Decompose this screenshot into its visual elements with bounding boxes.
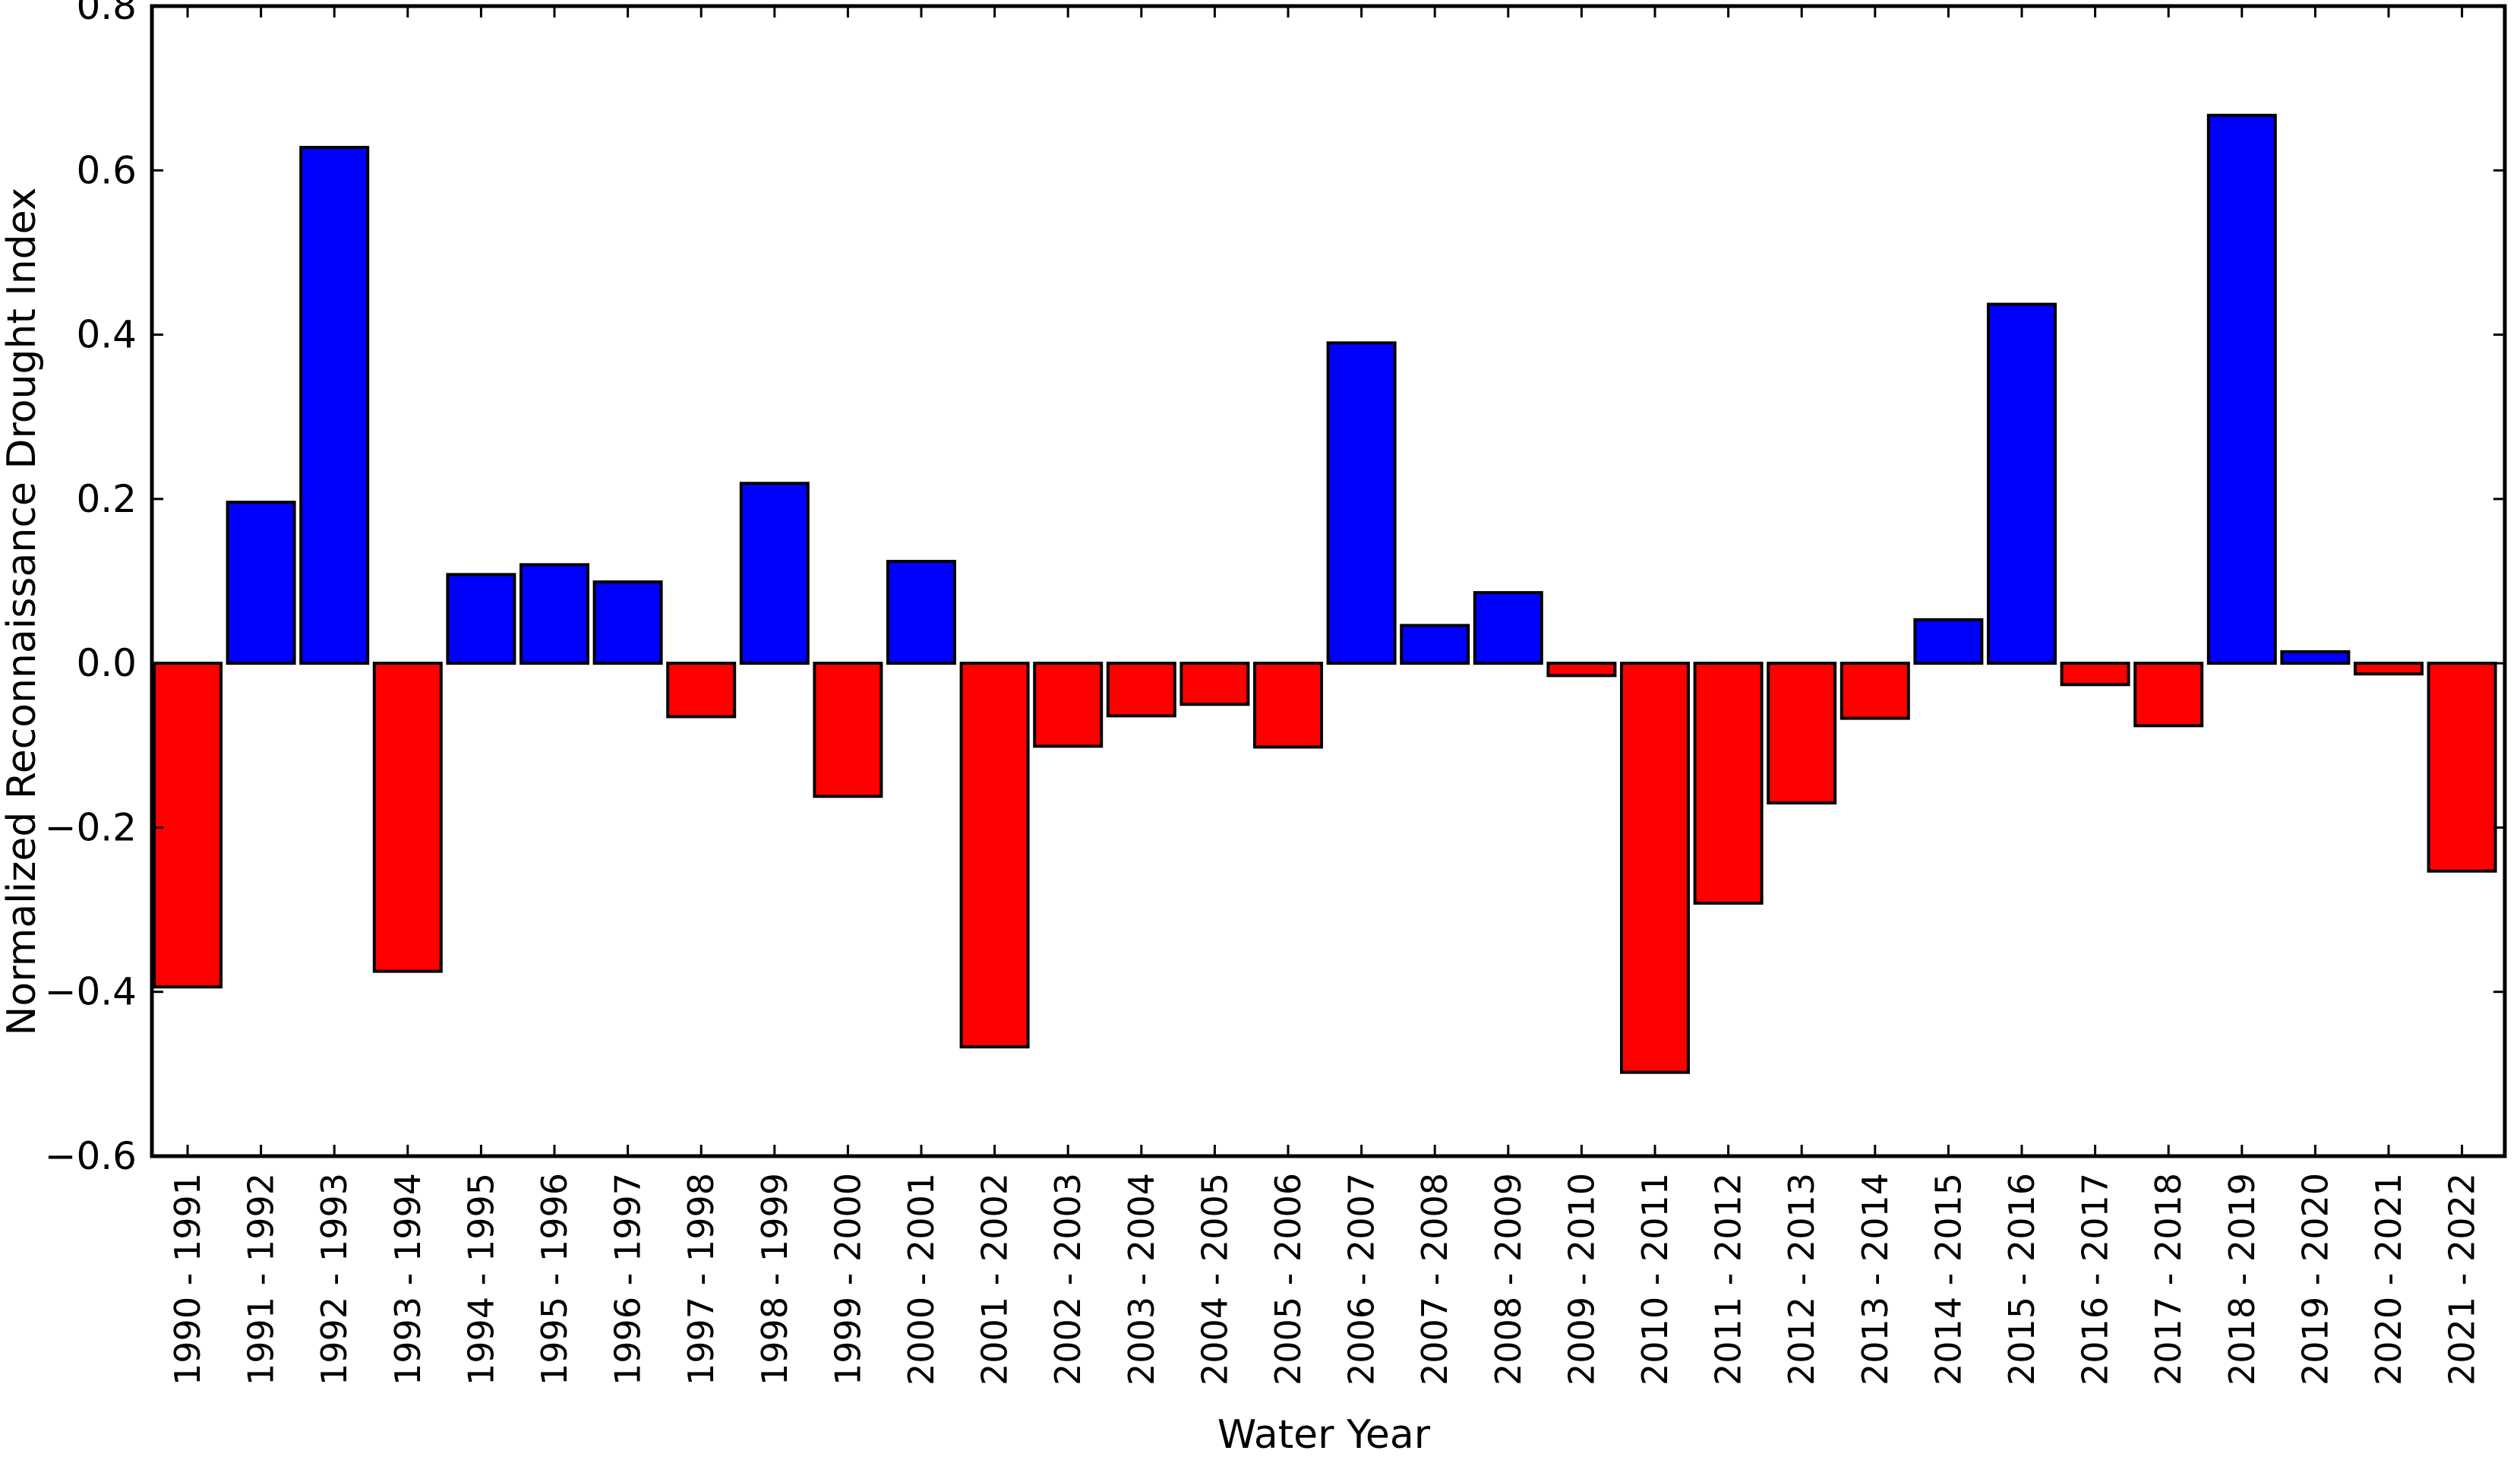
bar-2012-2013 (1767, 662, 1837, 804)
y-tick-label: 0.0 (76, 641, 137, 685)
bar-2016-2017 (2060, 662, 2130, 687)
y-tick-label: −0.2 (45, 805, 137, 849)
bar-2003-2004 (1106, 662, 1176, 718)
bar-1992-1993 (299, 146, 370, 665)
y-tick-label: 0.6 (76, 148, 137, 192)
x-tick-label: 2006 - 2007 (1341, 1173, 1382, 1386)
x-tick-label: 2009 - 2010 (1561, 1173, 1602, 1386)
plot-area-frame (150, 4, 2507, 1158)
y-tick-label: 0.2 (76, 477, 137, 521)
bar-2020-2021 (2354, 662, 2424, 676)
y-tick-label: −0.6 (45, 1134, 137, 1178)
bar-2010-2011 (1620, 662, 1690, 1074)
bar-1994-1995 (446, 573, 516, 665)
bar-2004-2005 (1179, 662, 1250, 706)
x-tick-label: 2016 - 2017 (2075, 1173, 2116, 1386)
x-tick-label: 1995 - 1996 (534, 1173, 575, 1386)
y-axis-ticks: 0.8 0.6 0.4 0.2 0.0 −0.2 −0.4 −0.6 (45, 0, 2505, 1178)
x-tick-label: 1991 - 1992 (241, 1173, 282, 1386)
bar-1993-1994 (372, 662, 443, 973)
x-tick-label: 2000 - 2001 (901, 1173, 942, 1386)
x-tick-label: 2002 - 2003 (1047, 1173, 1088, 1386)
y-tick-label: −0.4 (45, 970, 137, 1014)
x-tick-label: 1998 - 1999 (754, 1173, 795, 1386)
x-tick-label: 2015 - 2016 (2001, 1173, 2042, 1386)
bar-2006-2007 (1326, 341, 1397, 665)
bar-1995-1996 (519, 563, 589, 665)
bar-1991-1992 (226, 501, 296, 665)
x-tick-label: 1994 - 1995 (460, 1173, 501, 1386)
x-tick-label: 1996 - 1997 (608, 1173, 649, 1386)
bar-2018-2019 (2206, 113, 2277, 665)
y-tick-label: 0.8 (76, 0, 137, 28)
bar-2001-2002 (959, 662, 1030, 1049)
bar-series (153, 113, 2497, 1074)
bar-2009-2010 (1546, 662, 1617, 678)
bar-1999-2000 (813, 662, 883, 798)
bar-2008-2009 (1473, 591, 1543, 665)
bar-2011-2012 (1693, 662, 1764, 905)
bar-2013-2014 (1839, 662, 1910, 720)
x-tick-label: 2007 - 2008 (1414, 1173, 1455, 1386)
x-tick-label: 2003 - 2004 (1121, 1173, 1162, 1386)
bar-2002-2003 (1033, 662, 1104, 748)
x-tick-label: 2010 - 2011 (1634, 1173, 1675, 1386)
x-tick-label: 2014 - 2015 (1928, 1173, 1969, 1386)
bar-2000-2001 (886, 560, 956, 665)
x-tick-label: 1992 - 1993 (314, 1173, 355, 1386)
x-tick-label: 2012 - 2013 (1781, 1173, 1822, 1386)
x-tick-label: 1997 - 1998 (681, 1173, 722, 1386)
x-tick-label: 2013 - 2014 (1855, 1173, 1896, 1386)
x-tick-label: 2019 - 2020 (2294, 1173, 2335, 1386)
bar-1998-1999 (739, 482, 810, 665)
x-axis-ticks: 1990 - 1991 1991 - 1992 1992 - 1993 1993 - … (167, 6, 2483, 1386)
x-tick-label: 1999 - 2000 (827, 1173, 868, 1386)
bar-2015-2016 (1987, 302, 2057, 665)
bar-2019-2020 (2280, 650, 2351, 665)
bar-1996-1997 (592, 580, 663, 665)
bar-2005-2006 (1253, 662, 1323, 749)
x-tick-label: 2011 - 2012 (1708, 1173, 1749, 1386)
x-tick-label: 1993 - 1994 (387, 1173, 428, 1386)
bar-1997-1998 (666, 662, 737, 719)
x-tick-label: 2018 - 2019 (2222, 1173, 2263, 1386)
bar-2007-2008 (1400, 624, 1470, 665)
bar-2014-2015 (1913, 618, 1984, 665)
x-tick-label: 1990 - 1991 (167, 1173, 208, 1386)
bar-2021-2022 (2427, 662, 2497, 873)
bar-2017-2018 (2133, 662, 2204, 728)
y-tick-label: 0.4 (76, 313, 137, 357)
x-tick-label: 2017 - 2018 (2148, 1173, 2189, 1386)
bar-1990-1991 (153, 662, 223, 989)
x-tick-label: 2005 - 2006 (1268, 1173, 1309, 1386)
x-tick-label: 2021 - 2022 (2442, 1173, 2483, 1386)
y-axis-title: Normalized Reconnaissance Drought Index (0, 187, 45, 1035)
x-tick-label: 2004 - 2005 (1194, 1173, 1235, 1386)
x-tick-label: 2001 - 2002 (974, 1173, 1015, 1386)
x-tick-label: 2020 - 2021 (2368, 1173, 2409, 1386)
x-axis-title: Water Year (1217, 1412, 1431, 1458)
x-tick-label: 2008 - 2009 (1488, 1173, 1529, 1386)
